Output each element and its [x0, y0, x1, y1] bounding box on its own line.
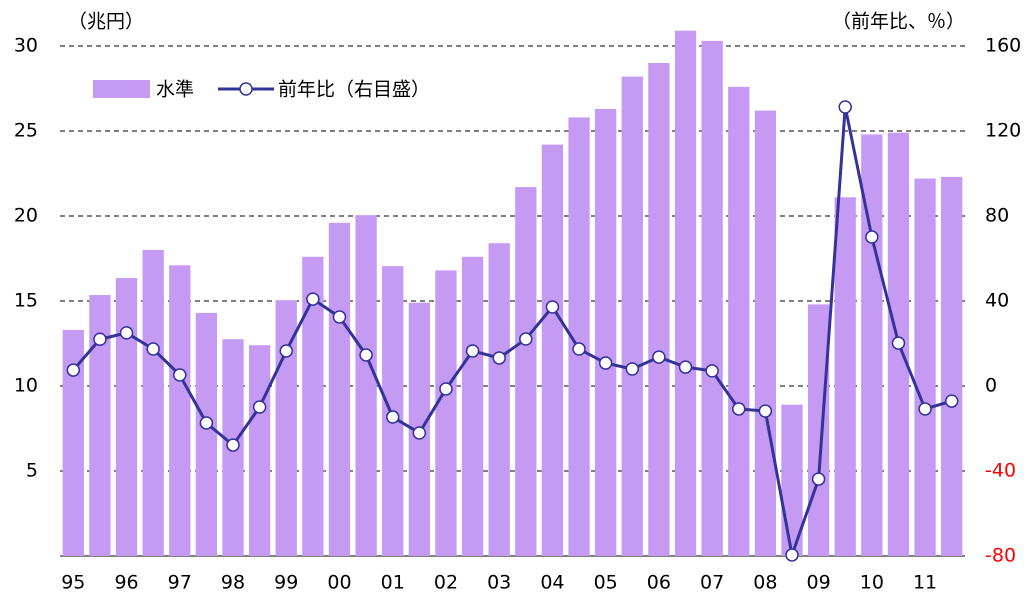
line-marker [199, 416, 214, 430]
x-tick-label: 00 [327, 572, 351, 594]
x-tick-label: 04 [540, 572, 564, 594]
bar [728, 86, 750, 557]
y2-tick-label: 40 [985, 290, 1009, 312]
x-tick-label: 07 [700, 572, 724, 594]
bar [568, 117, 590, 557]
bar [701, 40, 723, 556]
line-marker [758, 404, 773, 418]
legend-marker [239, 82, 253, 96]
y2-tick-label: 120 [985, 120, 1021, 142]
y2-unit-label: （前年比、％） [832, 11, 965, 33]
line-marker [865, 230, 879, 244]
bar [435, 270, 457, 556]
bar [302, 256, 324, 556]
x-tick-label: 97 [168, 572, 192, 594]
line-marker [119, 326, 134, 340]
y-tick-label: 5 [26, 460, 38, 482]
bar [328, 222, 351, 557]
bar [355, 215, 377, 556]
line-marker [678, 360, 693, 374]
bar [674, 30, 697, 556]
x-tick-label: 11 [913, 572, 937, 594]
legend-swatch [93, 80, 150, 98]
bar [169, 265, 191, 556]
bar [807, 304, 830, 556]
bar [834, 197, 856, 557]
y-tick-label: 30 [14, 35, 38, 57]
bar [115, 278, 138, 556]
y-tick-label: 25 [14, 120, 38, 142]
line-marker [173, 368, 187, 382]
bar [754, 110, 777, 556]
bar [941, 176, 963, 556]
line-marker [66, 363, 81, 377]
bar [488, 243, 510, 556]
line-marker [519, 332, 533, 346]
y2-tick-label: 160 [985, 35, 1021, 57]
line-marker [838, 100, 852, 114]
bar [461, 256, 484, 556]
y2-tick-label: 0 [985, 375, 997, 397]
y-tick-label: 10 [14, 375, 38, 397]
x-tick-label: 95 [61, 572, 85, 594]
line-marker [465, 344, 480, 358]
line-marker [306, 292, 320, 306]
line-marker [732, 402, 746, 416]
line-marker [359, 348, 373, 362]
x-tick-label: 98 [221, 572, 245, 594]
line-marker [705, 364, 719, 378]
x-tick-label: 01 [381, 572, 405, 594]
y-unit-label: （兆円） [68, 11, 144, 33]
y2-tick-label: 80 [985, 205, 1009, 227]
line-marker [598, 356, 613, 370]
line-marker [226, 438, 240, 452]
line-marker [412, 426, 427, 440]
line-marker [918, 402, 932, 416]
x-tick-label: 10 [860, 572, 884, 594]
line-marker [385, 410, 400, 424]
line [72, 106, 953, 561]
bar [541, 144, 564, 556]
bar [248, 345, 271, 556]
bar [621, 76, 643, 556]
line-marker [439, 382, 453, 396]
line-marker [252, 400, 267, 414]
x-tick-label: 96 [114, 572, 138, 594]
legend-label: 水準 [156, 79, 194, 101]
y-tick-label: 15 [14, 290, 38, 312]
line-marker [146, 342, 160, 356]
x-tick-label: 99 [274, 572, 298, 594]
bar [195, 312, 218, 556]
y2-tick-label: -40 [985, 460, 1016, 482]
line-marker [891, 336, 906, 350]
line-marker [811, 472, 826, 486]
x-tick-label: 05 [594, 572, 618, 594]
bar [89, 295, 111, 556]
x-tick-label: 03 [487, 572, 511, 594]
y-tick-label: 20 [14, 205, 38, 227]
bar [515, 187, 537, 556]
line-marker [332, 310, 347, 324]
bar [142, 250, 164, 556]
legend-label: 前年比（右目盛） [278, 79, 430, 101]
x-tick-label: 06 [647, 572, 671, 594]
line-marker [492, 351, 506, 365]
bar [62, 329, 84, 556]
bar [595, 108, 617, 557]
line-marker [944, 394, 959, 408]
line-marker [279, 344, 293, 358]
y2-tick-label: -80 [985, 545, 1016, 567]
line-marker [545, 300, 560, 314]
line-marker [625, 362, 640, 376]
x-tick-label: 08 [753, 572, 777, 594]
x-tick-label: 09 [807, 572, 831, 594]
line-marker [572, 342, 586, 356]
bar [648, 63, 670, 556]
line-marker [93, 332, 107, 346]
bar [914, 178, 936, 556]
line-marker [652, 350, 666, 364]
x-tick-label: 02 [434, 572, 458, 594]
line-marker [785, 548, 799, 562]
